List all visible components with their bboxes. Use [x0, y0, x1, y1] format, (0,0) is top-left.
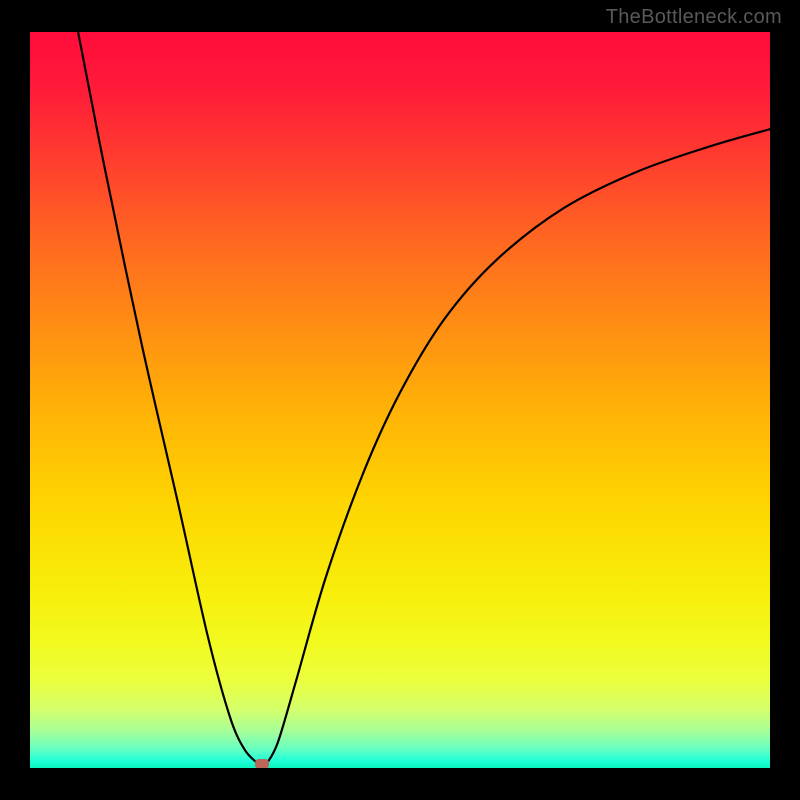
plot-area	[30, 32, 770, 768]
curve-left-branch	[78, 32, 258, 764]
minimum-marker	[255, 759, 269, 768]
watermark-text: TheBottleneck.com	[606, 6, 782, 29]
curve-right-branch	[267, 129, 770, 763]
chart-canvas: TheBottleneck.com	[0, 0, 800, 800]
curve-overlay	[30, 32, 770, 768]
